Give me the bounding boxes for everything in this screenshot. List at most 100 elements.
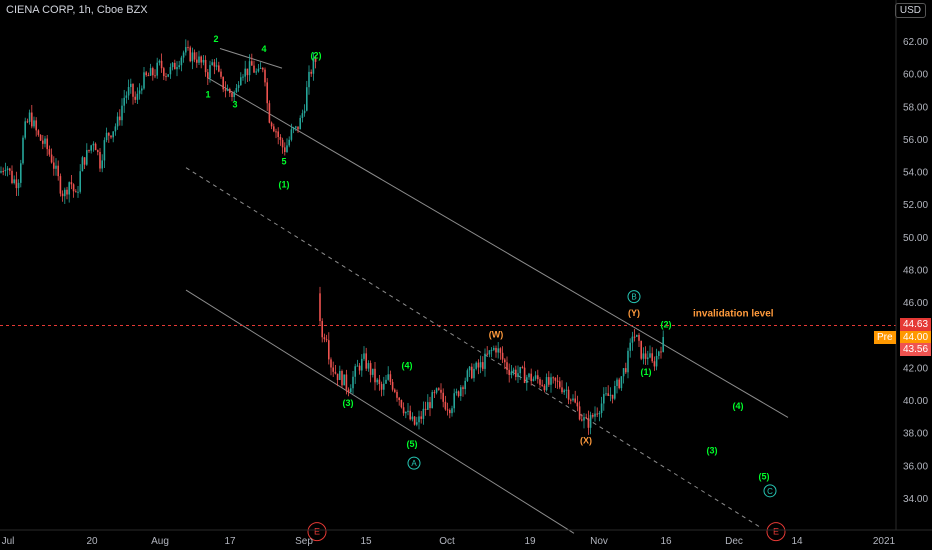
- candle-body: [455, 391, 458, 394]
- candle-body: [290, 129, 293, 140]
- candle-body: [334, 371, 337, 374]
- wave-label: (4): [733, 401, 744, 411]
- y-tick-label: 52.00: [903, 200, 928, 211]
- candle-body: [501, 352, 504, 360]
- candle-body: [389, 374, 392, 382]
- candle-body: [576, 402, 579, 407]
- candle-body: [442, 392, 444, 402]
- candle-body: [453, 393, 455, 409]
- candle-body: [460, 387, 462, 397]
- candle-body: [138, 90, 141, 94]
- candle-body: [471, 366, 473, 379]
- candle-body: [149, 68, 152, 76]
- candle-body: [354, 366, 356, 377]
- candle-body: [653, 361, 656, 367]
- candle-body: [284, 147, 286, 153]
- candle-body: [83, 157, 86, 165]
- candle-body: [88, 150, 90, 152]
- time-axis[interactable]: Jul 20 Aug 17 Sep 15 Oct 19 Nov 16 Dec 14 2021: [0, 529, 932, 547]
- candle-body: [48, 149, 51, 155]
- wave-label: (3): [343, 398, 354, 408]
- candle-body: [266, 82, 268, 104]
- candle-body: [506, 362, 508, 370]
- candle-body: [185, 47, 187, 53]
- x-tick-label: Sep: [295, 536, 313, 547]
- price-axis[interactable]: 62.00 60.00 58.00 56.00 54.00 52.00 50.00 48.00…: [895, 0, 928, 530]
- wave-circle: [407, 456, 421, 470]
- candle-body: [550, 377, 552, 385]
- candle-body: [171, 62, 174, 68]
- candle-body: [358, 365, 361, 371]
- candle-body: [299, 117, 301, 130]
- candle-body: [629, 342, 631, 351]
- candle-body: [37, 130, 40, 135]
- candle-body: [189, 47, 191, 62]
- candle-body: [275, 131, 277, 133]
- wave-label: (3): [707, 445, 718, 455]
- wave-label: (1): [279, 179, 290, 189]
- candle-body: [532, 378, 535, 382]
- candle-body: [508, 369, 510, 375]
- currency-button[interactable]: USD: [894, 3, 926, 18]
- candle-body: [240, 77, 242, 86]
- candle-body: [539, 379, 541, 385]
- candle-body: [422, 408, 425, 419]
- candle-body: [108, 132, 110, 136]
- candle-body: [598, 412, 601, 415]
- candle-body: [365, 353, 367, 369]
- candle-body: [160, 60, 163, 69]
- candle-body: [457, 391, 460, 397]
- candle-body: [541, 384, 543, 386]
- candle-body: [61, 193, 64, 197]
- candle-body: [121, 105, 123, 121]
- candle-body: [325, 339, 328, 341]
- candle-body: [482, 362, 484, 369]
- last-price-tag: 43.56: [900, 343, 932, 356]
- wave-label: (2): [311, 50, 322, 60]
- candle-body: [251, 61, 253, 66]
- candle-body: [565, 389, 568, 391]
- candle-body: [167, 74, 169, 77]
- candle-body: [200, 56, 202, 63]
- candle-body: [640, 340, 642, 359]
- x-tick-label: Oct: [439, 536, 455, 547]
- y-tick-label: 42.00: [903, 363, 928, 374]
- candle-body: [303, 110, 306, 114]
- candle-body: [607, 393, 609, 396]
- candle-body: [372, 368, 374, 375]
- candle-body: [402, 407, 405, 414]
- candle-body: [484, 353, 486, 369]
- candle-body: [589, 414, 592, 428]
- candle-body: [22, 137, 24, 164]
- candle-body: [407, 410, 409, 412]
- candle-body: [512, 369, 515, 372]
- premarket-label: Pre: [874, 331, 896, 344]
- candle-body: [262, 67, 264, 70]
- candle-body: [332, 367, 334, 372]
- wave-label: (5): [407, 439, 418, 449]
- candle-body: [548, 377, 550, 385]
- wave-circle-label: B: [631, 293, 636, 302]
- candle-body: [176, 67, 178, 70]
- invalidation-price-tag: 44.63: [900, 318, 932, 331]
- candle-body: [180, 57, 183, 66]
- wave-label: (2): [661, 320, 672, 330]
- candle-body: [288, 139, 290, 146]
- candle-body: [499, 348, 502, 353]
- candle-body: [97, 150, 99, 152]
- candle-body: [4, 169, 7, 172]
- candle-body: [611, 394, 614, 399]
- candle-body: [178, 65, 180, 68]
- candle-body: [314, 58, 317, 62]
- candle-body: [427, 402, 429, 410]
- wave-label: 2: [213, 34, 218, 44]
- candle-body: [600, 403, 603, 413]
- candle-body: [213, 62, 216, 67]
- candle-body: [237, 85, 240, 88]
- candle-body: [642, 353, 645, 359]
- y-tick-label: 54.00: [903, 168, 928, 179]
- candle-body: [64, 189, 66, 197]
- candle-body: [70, 182, 73, 185]
- candle-body: [147, 75, 150, 77]
